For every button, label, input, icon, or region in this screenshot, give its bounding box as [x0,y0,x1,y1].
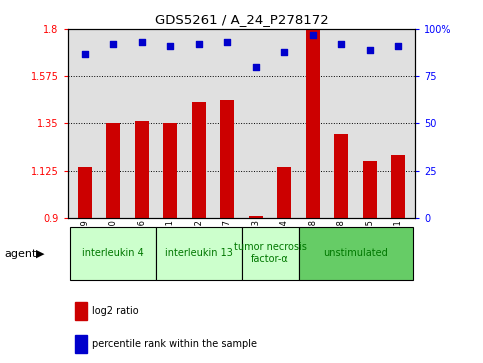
Bar [135,121,149,218]
Bar [306,29,320,218]
Text: log2 ratio: log2 ratio [92,306,139,316]
Bar [334,134,348,218]
Text: tumor necrosis
factor-α: tumor necrosis factor-α [234,242,306,264]
Bar [220,100,234,218]
Bar [363,161,377,218]
Text: ▶: ▶ [36,249,45,259]
Bar [78,167,92,218]
Point [81,51,88,57]
Title: GDS5261 / A_24_P278172: GDS5261 / A_24_P278172 [155,13,328,26]
Point [281,49,288,54]
Point [252,64,260,70]
Bar [391,155,405,218]
Bar [106,123,120,218]
Bar [74,335,87,353]
Point [223,39,231,45]
FancyBboxPatch shape [71,227,156,280]
Text: interleukin 13: interleukin 13 [165,248,233,258]
Text: interleukin 4: interleukin 4 [83,248,144,258]
Point [195,41,202,47]
FancyBboxPatch shape [156,227,242,280]
Point [366,47,374,53]
Point [395,43,402,49]
Text: percentile rank within the sample: percentile rank within the sample [92,339,257,349]
Point [109,41,117,47]
Bar [192,102,206,218]
Bar [163,123,177,218]
Text: unstimulated: unstimulated [323,248,388,258]
Bar [249,216,263,218]
Point [309,32,317,38]
FancyBboxPatch shape [298,227,412,280]
Point [166,43,174,49]
Point [338,41,345,47]
Point [138,39,145,45]
Bar [74,302,87,320]
Text: agent: agent [5,249,37,259]
Bar [277,167,291,218]
FancyBboxPatch shape [242,227,298,280]
